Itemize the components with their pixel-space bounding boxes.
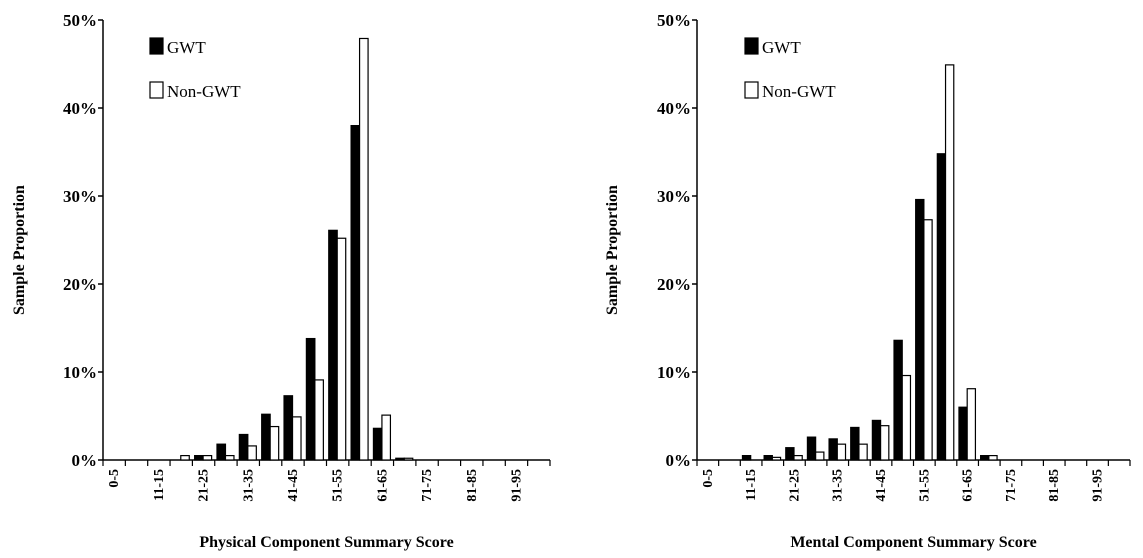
bar-gwt <box>350 124 361 461</box>
legend-label: Non-GWT <box>762 82 836 101</box>
y-tick-label: 0% <box>72 451 98 470</box>
x-axis-title: Physical Component Summary Score <box>199 534 453 551</box>
bar-gwt <box>741 455 752 461</box>
bar-gwt <box>194 455 204 461</box>
legend-label: GWT <box>167 38 206 57</box>
legend-swatch-non-gwt <box>744 81 759 99</box>
bar-gwt <box>283 395 294 461</box>
y-tick-label: 30% <box>63 187 97 206</box>
x-tick-label: 91-95 <box>1091 469 1106 502</box>
y-axis-title: Sample Proportion <box>604 185 621 315</box>
x-tick-label: 0-5 <box>107 469 122 488</box>
bar-gwt <box>936 153 947 461</box>
bar-non-gwt <box>314 379 324 461</box>
bar-non-gwt <box>815 451 825 461</box>
bar-gwt <box>893 339 903 461</box>
legend-swatch-gwt <box>149 37 164 55</box>
bar-non-gwt <box>202 455 213 461</box>
y-tick-label: 30% <box>657 187 691 206</box>
x-tick-label: 41-45 <box>286 469 301 502</box>
y-axis-title: Sample Proportion <box>11 185 28 315</box>
bar-non-gwt <box>901 374 912 461</box>
bar-non-gwt <box>879 425 890 461</box>
bar-non-gwt <box>180 455 190 461</box>
bar-gwt <box>395 457 405 461</box>
x-tick-label: 51-55 <box>331 469 346 502</box>
legend-swatch-gwt <box>744 37 759 55</box>
x-axis-title: Mental Component Summary Score <box>790 534 1036 551</box>
bar-non-gwt <box>269 425 280 461</box>
bar-non-gwt <box>988 455 998 461</box>
bar-gwt <box>850 426 860 461</box>
bar-non-gwt <box>224 455 235 461</box>
bar-gwt <box>238 433 249 461</box>
bar-gwt <box>871 419 882 461</box>
x-tick-label: 71-75 <box>420 469 435 502</box>
bar-gwt <box>372 427 383 461</box>
bar-non-gwt <box>291 416 302 461</box>
bar-gwt <box>915 198 925 461</box>
x-tick-label: 71-75 <box>1004 469 1019 502</box>
bar-gwt <box>980 455 990 461</box>
bar-gwt <box>328 229 338 461</box>
bar-gwt <box>806 436 817 461</box>
x-tick-label: 91-95 <box>509 469 524 502</box>
x-tick-label: 31-35 <box>831 469 846 502</box>
x-tick-label: 81-85 <box>1047 469 1062 502</box>
x-tick-label: 11-15 <box>744 469 759 501</box>
bar-non-gwt <box>358 37 369 461</box>
bar-gwt <box>305 337 316 461</box>
bar-non-gwt <box>793 455 803 461</box>
y-tick-label: 20% <box>63 275 97 294</box>
y-tick-label: 50% <box>63 11 97 30</box>
x-tick-label: 61-65 <box>375 469 390 502</box>
bar-gwt <box>261 413 271 461</box>
bar-non-gwt <box>923 219 933 461</box>
bar-gwt <box>828 438 838 461</box>
legend-label: GWT <box>762 38 801 57</box>
y-tick-label: 50% <box>657 11 691 30</box>
chart-panel-2: 0% 10% 20% 30% 40% 50% 0-5 11-15 21-25 31-35 41-45… <box>604 11 1131 551</box>
bar-non-gwt <box>966 388 977 461</box>
bar-non-gwt <box>381 414 392 461</box>
bar-gwt <box>785 447 795 461</box>
chart-panel-1: 0% 10% 20% 30% 40% 50% 0-5 11-15 21-25 31-35 41-45… <box>11 11 551 551</box>
legend: GWT Non-GWT <box>149 37 241 101</box>
bar-gwt <box>763 455 773 461</box>
bar-non-gwt <box>247 445 257 461</box>
y-tick-label: 0% <box>666 451 692 470</box>
y-tick-label: 10% <box>657 363 691 382</box>
bar-non-gwt <box>403 457 414 461</box>
x-tick-label: 0-5 <box>701 469 716 488</box>
y-tick-label: 40% <box>63 99 97 118</box>
x-tick-label: 21-25 <box>197 469 212 502</box>
bar-non-gwt <box>944 64 955 461</box>
legend-label: Non-GWT <box>167 82 241 101</box>
y-tick-label: 10% <box>63 363 97 382</box>
bar-non-gwt <box>336 237 347 461</box>
x-tick-label: 11-15 <box>152 469 167 501</box>
x-tick-label: 41-45 <box>874 469 889 502</box>
y-tick-label: 40% <box>657 99 691 118</box>
legend-swatch-non-gwt <box>149 81 164 99</box>
bar-gwt <box>958 406 968 461</box>
x-tick-label: 51-55 <box>917 469 932 502</box>
x-tick-label: 61-65 <box>961 469 976 502</box>
bar-non-gwt <box>858 443 868 461</box>
legend: GWT Non-GWT <box>744 37 836 101</box>
x-tick-label: 21-25 <box>787 469 802 502</box>
bar-non-gwt <box>836 443 847 461</box>
bar-gwt <box>216 443 227 461</box>
x-tick-label: 81-85 <box>465 469 480 502</box>
y-tick-label: 20% <box>657 275 691 294</box>
bar-non-gwt <box>771 456 782 461</box>
x-tick-label: 31-35 <box>241 469 256 502</box>
